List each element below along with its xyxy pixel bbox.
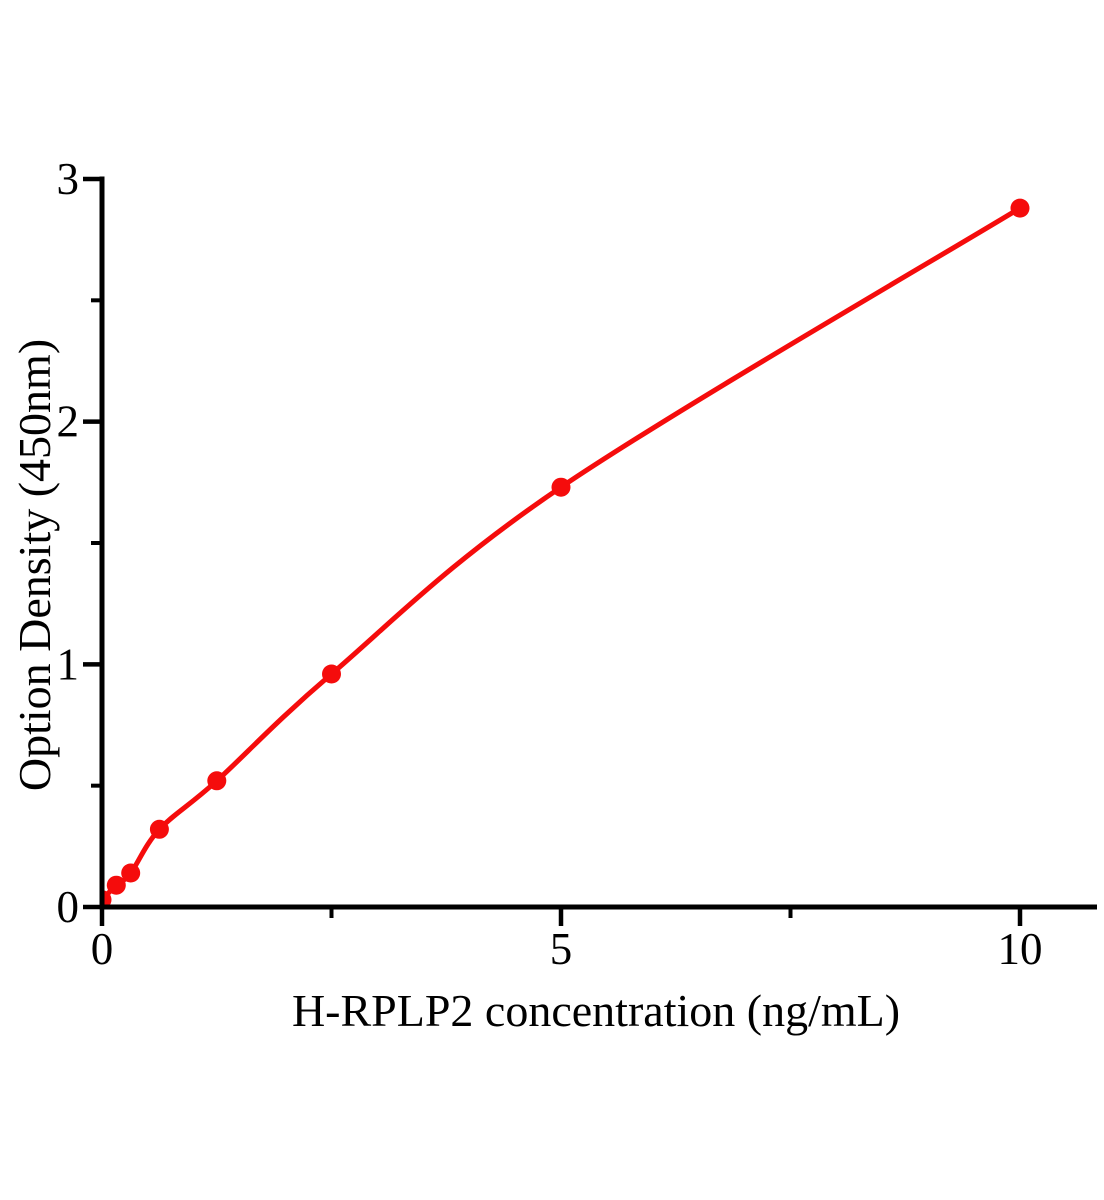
data-point-marker xyxy=(322,664,341,684)
curve-line xyxy=(102,205,1023,903)
y-tick-label: 0 xyxy=(57,882,80,932)
x-tick-label: 10 xyxy=(998,924,1043,974)
data-point-marker xyxy=(106,875,126,895)
series-layer xyxy=(102,198,1030,907)
x-tick-label: 5 xyxy=(550,924,573,974)
y-tick-label: 1 xyxy=(57,639,80,689)
tick-labels-layer: 0 5 10 0 1 2 3 xyxy=(57,154,1043,974)
y-tick-label: 3 xyxy=(57,154,80,204)
data-point-marker xyxy=(1010,198,1030,218)
data-point-marker xyxy=(207,771,227,791)
x-axis-label: H-RPLP2 concentration (ng/mL) xyxy=(292,985,900,1036)
data-point-marker xyxy=(121,863,141,883)
data-point-marker xyxy=(149,819,169,839)
ticks-layer xyxy=(83,176,1023,926)
y-tick-label: 2 xyxy=(57,397,80,447)
y-axis-label: Option Density (450nm) xyxy=(9,339,60,791)
axes-layer xyxy=(99,176,1097,910)
data-point-marker xyxy=(551,477,571,497)
x-tick-label: 0 xyxy=(91,924,114,974)
